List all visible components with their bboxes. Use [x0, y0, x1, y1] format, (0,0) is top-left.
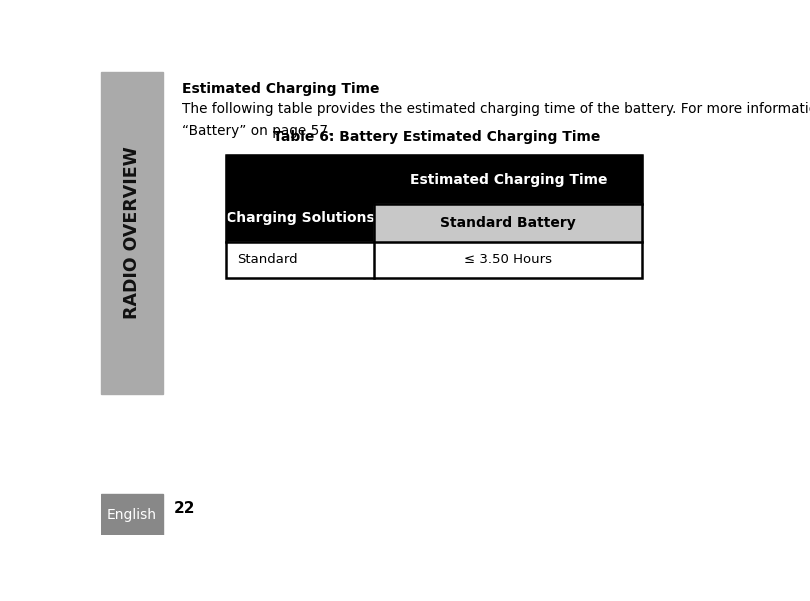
Text: ≤ 3.50 Hours: ≤ 3.50 Hours — [464, 254, 552, 266]
Bar — [225, 156, 642, 242]
Text: Estimated Charging Time: Estimated Charging Time — [181, 82, 379, 96]
Bar — [225, 156, 642, 278]
Text: Estimated Charging Time: Estimated Charging Time — [410, 172, 608, 187]
Text: Charging Solutions: Charging Solutions — [225, 211, 374, 225]
Text: English: English — [107, 507, 157, 522]
Bar — [101, 72, 163, 394]
Bar — [101, 494, 163, 535]
Text: “Battery” on page 57.: “Battery” on page 57. — [181, 124, 332, 138]
Text: Table 6: Battery Estimated Charging Time: Table 6: Battery Estimated Charging Time — [274, 130, 601, 144]
Bar — [374, 204, 642, 242]
Text: 22: 22 — [174, 501, 195, 516]
Text: The following table provides the estimated charging time of the battery. For mor: The following table provides the estimat… — [181, 102, 810, 116]
Text: RADIO OVERVIEW: RADIO OVERVIEW — [123, 147, 141, 319]
Text: Standard: Standard — [237, 254, 297, 266]
Bar — [225, 242, 642, 278]
Text: Standard Battery: Standard Battery — [441, 216, 576, 230]
